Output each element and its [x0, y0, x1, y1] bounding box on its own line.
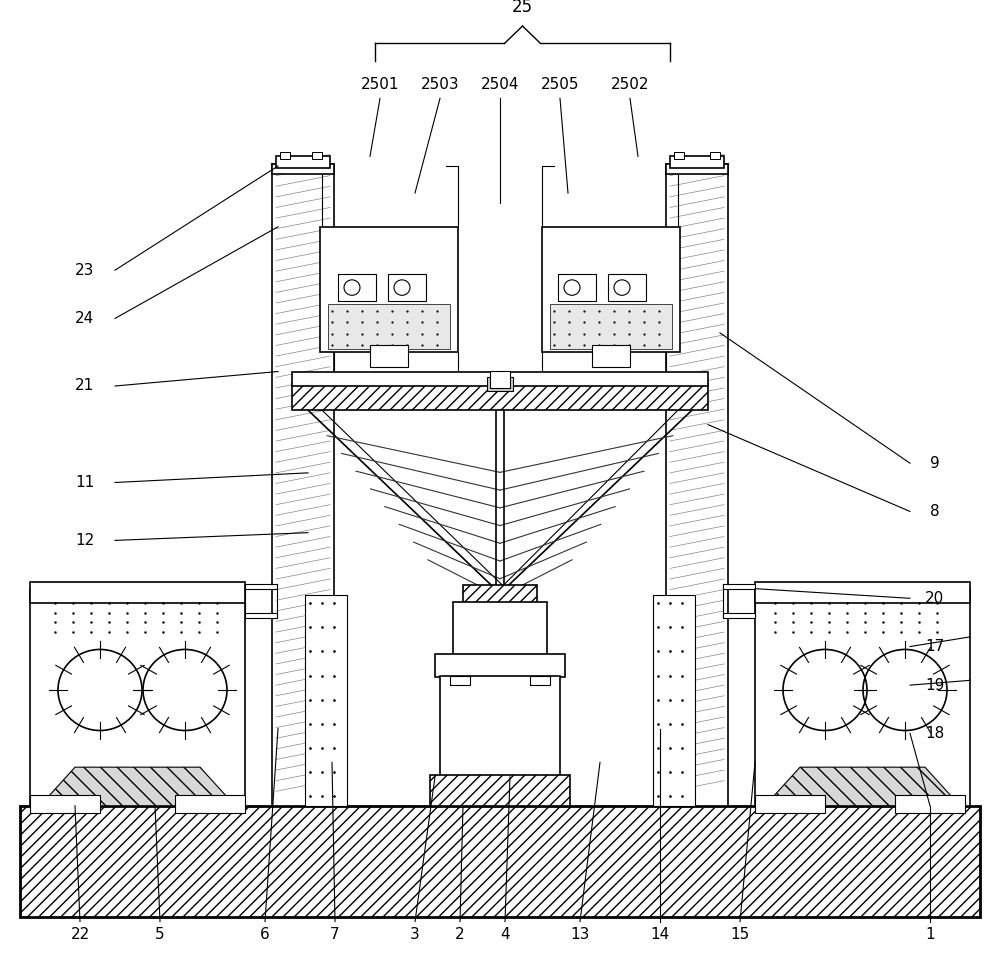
Bar — [272, 164, 334, 806]
Bar — [463, 585, 537, 606]
Text: 11: 11 — [75, 475, 95, 490]
Text: 24: 24 — [75, 311, 95, 326]
Text: 2503: 2503 — [421, 77, 459, 93]
Text: 17: 17 — [925, 639, 945, 654]
Bar — [30, 589, 245, 806]
Bar — [305, 595, 347, 806]
Bar — [670, 156, 724, 168]
Bar — [450, 676, 470, 685]
Bar — [30, 582, 245, 603]
Bar — [723, 613, 755, 618]
Bar — [558, 274, 596, 301]
Text: 6: 6 — [260, 926, 270, 942]
Bar — [674, 152, 684, 159]
Bar — [430, 775, 570, 806]
Bar — [895, 795, 965, 813]
Text: 14: 14 — [650, 926, 670, 942]
Text: 3: 3 — [410, 926, 420, 942]
Text: 9: 9 — [930, 455, 940, 471]
Text: 18: 18 — [925, 726, 945, 741]
Bar — [608, 274, 646, 301]
Bar — [666, 164, 728, 174]
Text: 5: 5 — [155, 926, 165, 942]
Text: 2501: 2501 — [361, 77, 399, 93]
Text: 22: 22 — [70, 926, 90, 942]
Polygon shape — [40, 767, 235, 806]
Text: 12: 12 — [75, 533, 95, 548]
Bar — [338, 274, 376, 301]
Text: 2: 2 — [455, 926, 465, 942]
Bar — [435, 654, 565, 677]
Text: 15: 15 — [730, 926, 750, 942]
Bar — [280, 152, 290, 159]
Polygon shape — [550, 304, 672, 349]
Bar — [530, 676, 550, 685]
Bar — [755, 582, 970, 603]
Polygon shape — [765, 767, 960, 806]
Bar — [710, 152, 720, 159]
Bar — [320, 227, 458, 352]
Bar — [312, 152, 322, 159]
Bar — [440, 676, 560, 777]
Text: 2504: 2504 — [481, 77, 519, 93]
Bar — [755, 795, 825, 813]
Bar — [453, 602, 547, 658]
Text: 13: 13 — [570, 926, 590, 942]
Bar — [490, 371, 510, 388]
Text: 8: 8 — [930, 504, 940, 519]
Text: 7: 7 — [330, 926, 340, 942]
Text: 1: 1 — [925, 926, 935, 942]
Bar — [276, 156, 330, 168]
Bar — [30, 795, 100, 813]
Bar — [723, 584, 755, 589]
Bar — [653, 595, 695, 806]
Bar — [20, 806, 980, 917]
Polygon shape — [328, 304, 450, 349]
Text: 4: 4 — [500, 926, 510, 942]
Bar — [542, 227, 680, 352]
Bar — [175, 795, 245, 813]
Bar — [755, 589, 970, 806]
Bar — [292, 383, 708, 410]
Bar — [370, 345, 408, 367]
Text: 23: 23 — [75, 262, 95, 278]
Text: 25: 25 — [512, 0, 533, 15]
Bar — [487, 377, 513, 391]
Text: 21: 21 — [75, 378, 95, 394]
Text: 2502: 2502 — [611, 77, 649, 93]
Text: 20: 20 — [925, 591, 945, 606]
Bar — [388, 274, 426, 301]
Bar — [292, 372, 708, 386]
Text: 2505: 2505 — [541, 77, 579, 93]
Bar — [272, 164, 334, 174]
Bar — [666, 164, 728, 806]
Bar — [592, 345, 630, 367]
Bar — [245, 584, 277, 589]
Text: 19: 19 — [925, 677, 945, 693]
Bar — [245, 613, 277, 618]
